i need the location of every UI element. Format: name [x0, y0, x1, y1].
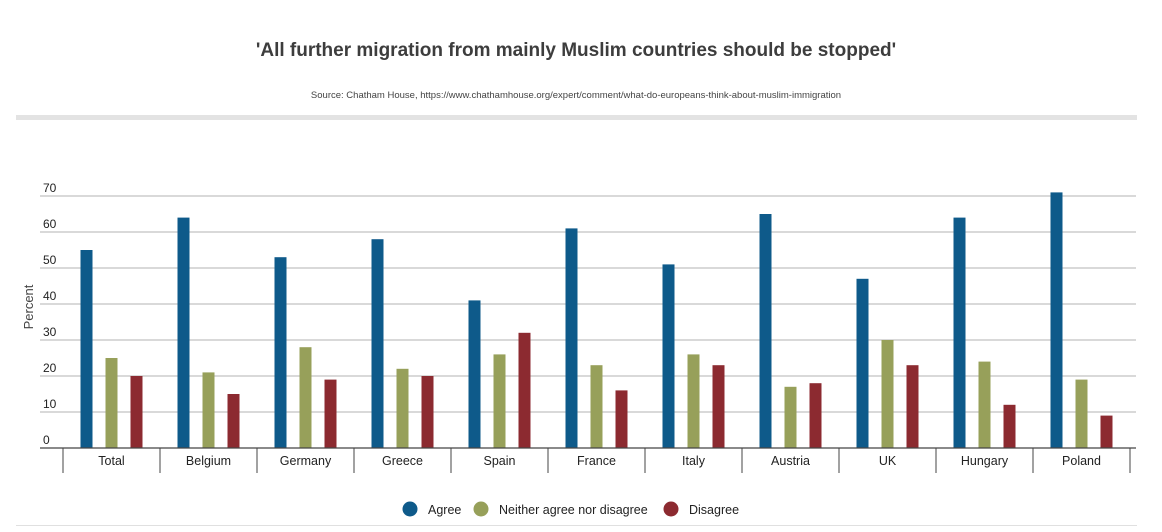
bar-agree-germany: [274, 257, 287, 448]
y-tick-label: 20: [43, 361, 57, 375]
bar-disagree-total: [130, 376, 143, 448]
bar-agree-spain: [468, 300, 481, 448]
bar-neither-agree-nor-disagree-total: [105, 358, 118, 448]
bar-disagree-hungary: [1003, 404, 1016, 448]
gridlines: [40, 195, 1136, 413]
legend-label: Agree: [428, 503, 461, 517]
x-tick-label: Greece: [382, 454, 423, 468]
y-tick-label: 10: [43, 397, 57, 411]
legend-swatch: [663, 501, 679, 517]
bar-agree-belgium: [177, 217, 190, 448]
x-tick-label: Italy: [682, 454, 706, 468]
x-tick-label: France: [577, 454, 616, 468]
bar-agree-italy: [662, 264, 675, 448]
bar-agree-france: [565, 228, 578, 448]
legend: Agree Neither agree nor disagree Disagree: [402, 501, 739, 517]
bar-agree-hungary: [953, 217, 966, 448]
chart-subtitle: Source: Chatham House, https://www.chath…: [310, 90, 842, 101]
bar-neither-agree-nor-disagree-hungary: [978, 361, 991, 448]
footer-divider: [16, 525, 1137, 526]
legend-label: Neither agree nor disagree: [499, 503, 648, 517]
bar-disagree-france: [615, 390, 628, 448]
y-axis-ticks: 0 10 20 30 40 50 60 70: [43, 181, 57, 447]
bar-neither-agree-nor-disagree-uk: [881, 340, 894, 448]
bar-disagree-germany: [324, 379, 337, 448]
x-tick-label: Belgium: [186, 454, 231, 468]
y-tick-label: 70: [43, 181, 57, 195]
bar-disagree-poland: [1100, 415, 1113, 448]
x-tick-label: UK: [879, 454, 897, 468]
legend-swatch: [473, 501, 489, 517]
y-tick-label: 0: [43, 433, 50, 447]
y-tick-label: 30: [43, 325, 57, 339]
chart-title: 'All further migration from mainly Musli…: [255, 40, 897, 61]
header-divider: [16, 115, 1137, 120]
bar-agree-poland: [1050, 192, 1063, 448]
x-tick-label: Austria: [771, 454, 810, 468]
y-tick-label: 60: [43, 217, 57, 231]
bar-disagree-italy: [712, 365, 725, 448]
bar-neither-agree-nor-disagree-france: [590, 365, 603, 448]
y-axis-label: Percent: [21, 284, 36, 329]
bar-disagree-austria: [809, 383, 822, 448]
bar-disagree-uk: [906, 365, 919, 448]
legend-swatch: [402, 501, 418, 517]
legend-label: Disagree: [689, 503, 739, 517]
bar-disagree-belgium: [227, 394, 240, 448]
y-tick-label: 40: [43, 289, 57, 303]
x-axis: Total Belgium Germany Greece Spain France Ital…: [40, 447, 1136, 473]
bar-agree-austria: [759, 214, 772, 448]
bar-neither-agree-nor-disagree-poland: [1075, 379, 1088, 448]
x-tick-label: Spain: [484, 454, 516, 468]
bar-agree-total: [80, 250, 93, 448]
x-tick-label: Hungary: [961, 454, 1009, 468]
y-tick-label: 50: [43, 253, 57, 267]
bar-disagree-greece: [421, 376, 434, 448]
bars: [80, 192, 1113, 448]
bar-agree-uk: [856, 278, 869, 448]
x-tick-label: Poland: [1062, 454, 1101, 468]
bar-disagree-spain: [518, 332, 531, 448]
bar-neither-agree-nor-disagree-austria: [784, 386, 797, 448]
bar-agree-greece: [371, 239, 384, 448]
bar-neither-agree-nor-disagree-germany: [299, 347, 312, 448]
x-tick-label: Germany: [280, 454, 332, 468]
x-tick-label: Total: [98, 454, 124, 468]
bar-neither-agree-nor-disagree-spain: [493, 354, 506, 448]
bar-neither-agree-nor-disagree-greece: [396, 368, 409, 448]
bar-neither-agree-nor-disagree-italy: [687, 354, 700, 448]
bar-neither-agree-nor-disagree-belgium: [202, 372, 215, 448]
